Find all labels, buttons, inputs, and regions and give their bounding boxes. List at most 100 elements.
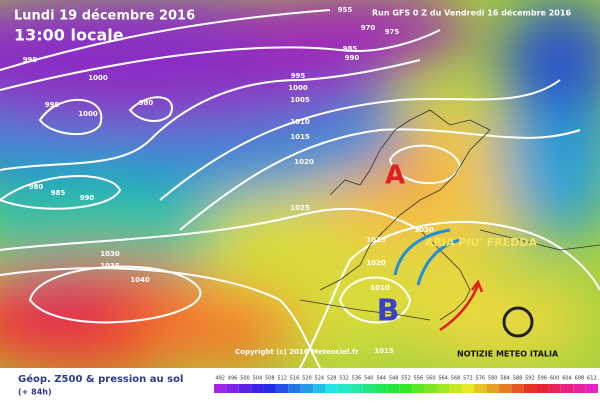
isobar-label: 995 — [45, 101, 60, 109]
scale-swatch — [387, 384, 400, 393]
scale-label: 560 — [426, 376, 436, 382]
isobar-label: 1020 — [294, 158, 314, 166]
scale-label: 540 — [364, 376, 374, 382]
run-info: Run GFS 0 Z du Vendredi 16 décembre 2016 — [372, 8, 571, 18]
copyright: Copyright (c) 2016 Meteociel.fr — [235, 348, 359, 356]
local-time: 13:00 locale — [14, 26, 124, 45]
isobar-label: 955 — [338, 6, 353, 14]
scale-swatch — [350, 384, 363, 393]
isobar-label: 1000 — [78, 110, 98, 118]
scale-label: 576 — [476, 376, 486, 382]
scale-swatch — [399, 384, 413, 393]
high-center: A — [385, 161, 405, 191]
footer-lead: (+ 84h) — [18, 388, 52, 397]
isobar-label: 1015 — [290, 133, 310, 141]
scale-swatch — [251, 384, 264, 393]
scale-label: 584 — [500, 376, 510, 382]
isobar-label: 990 — [345, 54, 360, 62]
isobar-label: 1030 — [100, 250, 120, 258]
isobar-label: 985 — [51, 189, 66, 197]
warm-arrow-head — [471, 279, 484, 293]
isobar-label: 1020 — [366, 259, 386, 267]
scale-label: 532 — [339, 376, 349, 382]
scale-swatch — [263, 384, 276, 393]
isobar-label: 985 — [343, 45, 358, 53]
scale-label: 592 — [525, 376, 535, 382]
scale-label: 544 — [376, 376, 386, 382]
isobar-label: 1010 — [290, 118, 310, 126]
map-field — [0, 0, 600, 368]
scale-label: 528 — [327, 376, 337, 382]
scale-label: 508 — [265, 376, 275, 382]
isobar-label: 1005 — [290, 96, 310, 104]
isobar-label: 995 — [291, 72, 306, 80]
scale-swatch — [337, 384, 351, 393]
scale-swatch — [449, 384, 462, 393]
scale-label: 536 — [352, 376, 362, 382]
scale-swatch — [511, 384, 524, 393]
isobar-label: 980 — [29, 183, 44, 191]
isobar-label: 1010 — [370, 284, 390, 292]
isobar-label: 1025 — [290, 204, 310, 212]
scale-swatch — [238, 384, 252, 393]
scale-label: 492 — [215, 376, 225, 382]
isobar-label: 980 — [139, 99, 154, 107]
logo-text: NOTIZIE METEO ITALIA — [457, 350, 559, 359]
isobar-label: 970 — [361, 24, 376, 32]
scale-swatch — [375, 384, 388, 393]
scale-label: 496 — [228, 376, 238, 382]
isobar-label: 1040 — [130, 276, 150, 284]
scale-label: 568 — [451, 376, 461, 382]
scale-swatch — [313, 384, 326, 393]
isobar-label: 1000 — [88, 74, 108, 82]
isobars — [0, 9, 600, 368]
scale-label: 504 — [253, 376, 263, 382]
scale-swatch — [300, 384, 314, 393]
footer-title: Géop. Z500 & pression au sol — [18, 373, 183, 385]
annotation: ARIA PIU' FREDDA — [425, 236, 537, 249]
scale-label: 564 — [438, 376, 448, 382]
scale-swatch — [362, 384, 376, 393]
scale-swatch — [424, 384, 437, 393]
scale-swatch — [461, 384, 475, 393]
scale-label: 556 — [414, 376, 424, 382]
scale-label: 572 — [463, 376, 473, 382]
isobar-label: 1035 — [100, 262, 120, 270]
scale-label: 552 — [401, 376, 411, 382]
scale-swatch — [275, 384, 289, 393]
cold-arrow — [393, 228, 451, 276]
scale-swatch — [560, 384, 574, 393]
scale-swatch — [486, 384, 499, 393]
scale-label: 608 — [575, 376, 585, 382]
scale-swatch — [498, 384, 512, 393]
scale-swatch — [548, 384, 561, 393]
scale-label: 612 — [587, 376, 597, 382]
scale-label: 588 — [513, 376, 523, 382]
scale-swatch — [226, 384, 239, 393]
cold-arrow — [416, 238, 461, 286]
warm-arrow — [439, 284, 480, 332]
scale-swatch — [474, 384, 487, 393]
scale-swatch — [585, 384, 598, 393]
scale-label: 500 — [240, 376, 250, 382]
scale-label: 600 — [550, 376, 560, 382]
color-scale: 492 496 500 504 508 512 516 520 524 528 532 536 540 5… — [214, 376, 598, 393]
scale-label: 548 — [389, 376, 399, 382]
scale-swatch — [523, 384, 537, 393]
scale-label: 520 — [302, 376, 312, 382]
scale-label: 516 — [290, 376, 300, 382]
scale-swatch — [436, 384, 450, 393]
isobar-label: 1000 — [288, 84, 308, 92]
logo-icon — [502, 306, 534, 338]
scale-label: 596 — [537, 376, 547, 382]
isobar-label: 1030 — [414, 226, 434, 234]
scale-label: 512 — [277, 376, 287, 382]
date: Lundi 19 décembre 2016 — [14, 9, 195, 24]
scale-swatch — [412, 384, 425, 393]
low-center: B — [377, 294, 400, 329]
scale-swatch — [288, 384, 301, 393]
isobar-label: 1015 — [374, 347, 394, 355]
